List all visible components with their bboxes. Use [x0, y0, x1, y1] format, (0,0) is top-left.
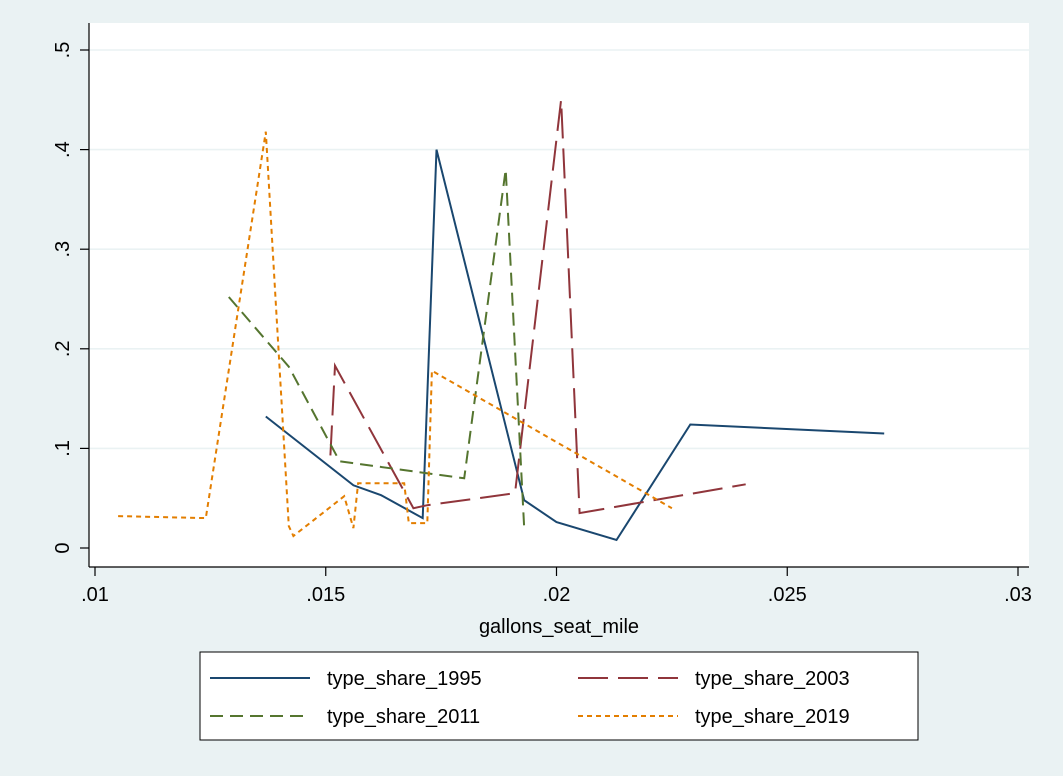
x-tick-label: .015 — [306, 584, 345, 606]
grid-layer — [89, 49, 1029, 450]
series-line-type_share_1995 — [265, 149, 885, 542]
legend: type_share_1995 type_share_2003 type_share… — [199, 651, 919, 741]
y-tick-label: .3 — [52, 241, 74, 258]
series-line-type_share_2011 — [228, 169, 526, 529]
series-line-type_share_2003 — [329, 99, 746, 515]
legend-label: type_share_2019 — [695, 706, 850, 728]
legend-label: type_share_1995 — [327, 668, 482, 690]
x-axis-label: gallons_seat_mile — [479, 616, 639, 638]
legend-label: type_share_2003 — [695, 668, 850, 690]
plot-area — [89, 23, 1029, 567]
legend-box — [199, 651, 919, 741]
series-layer — [118, 99, 885, 542]
axes-layer — [88, 23, 1029, 568]
x-tick-label: .03 — [1004, 584, 1032, 606]
x-tick-label: .025 — [768, 584, 807, 606]
y-tick-label: .1 — [52, 440, 74, 457]
tick-layer: 0 .1 .2 .3 .4 .5 .01 .015 .02 .025 .03 — [52, 42, 1032, 606]
series-line-type_share_2019 — [118, 131, 673, 538]
y-tick-label: 0 — [52, 542, 74, 553]
x-tick-label: .02 — [543, 584, 571, 606]
y-tick-label: .2 — [52, 340, 74, 357]
x-tick-label: .01 — [81, 584, 109, 606]
legend-label: type_share_2011 — [327, 706, 480, 728]
y-tick-label: .5 — [52, 42, 74, 59]
y-tick-label: .4 — [52, 141, 74, 158]
